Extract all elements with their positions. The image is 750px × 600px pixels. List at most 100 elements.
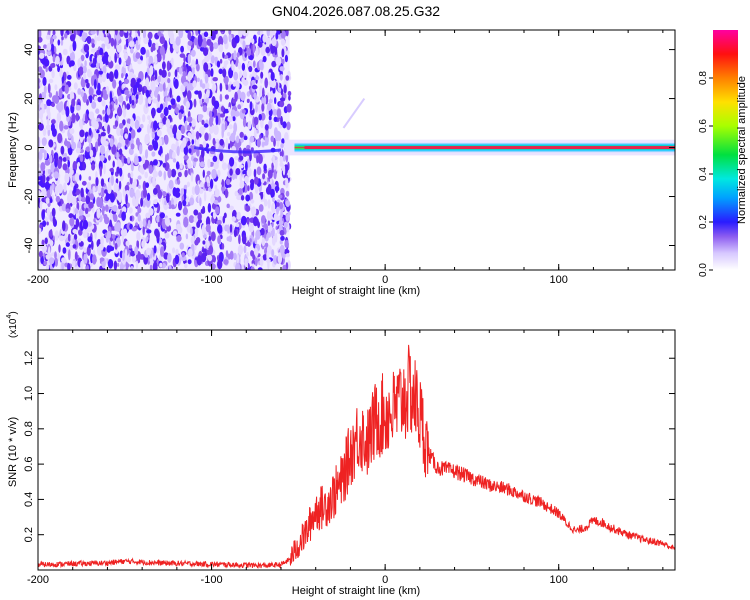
noise-dot bbox=[166, 152, 169, 161]
noise-dot bbox=[235, 262, 241, 270]
noise-dot bbox=[228, 124, 233, 130]
noise-dot bbox=[74, 208, 79, 214]
noise-dot bbox=[213, 162, 219, 170]
noise-dot bbox=[65, 208, 70, 213]
noise-dot bbox=[122, 104, 125, 115]
noise-dot bbox=[245, 161, 248, 172]
noise-dot bbox=[156, 215, 161, 224]
noise-dot bbox=[276, 206, 279, 215]
spectrogram-y-label: Frequency (Hz) bbox=[7, 112, 19, 188]
noise-dot bbox=[124, 30, 128, 33]
noise-dot bbox=[138, 184, 141, 189]
noise-dot bbox=[184, 120, 188, 131]
noise-dot bbox=[100, 236, 104, 246]
noise-dot bbox=[82, 73, 87, 80]
noise-dot bbox=[156, 52, 162, 63]
noise-dot bbox=[99, 145, 106, 155]
noise-dot bbox=[94, 35, 97, 46]
colorbar-tick-label: 0.6 bbox=[698, 119, 709, 133]
noise-dot bbox=[256, 166, 262, 176]
x-tick-label: -200 bbox=[27, 274, 49, 286]
noise-dot bbox=[267, 183, 272, 193]
noise-dot bbox=[233, 50, 237, 61]
noise-dot bbox=[269, 211, 273, 222]
noise-dot bbox=[167, 83, 171, 92]
noise-dot bbox=[97, 96, 102, 103]
snr-multiplier-exp: 4 bbox=[6, 315, 13, 319]
noise-dot bbox=[112, 205, 118, 212]
noise-dot bbox=[187, 132, 192, 137]
noise-dot bbox=[78, 229, 83, 236]
noise-dot bbox=[73, 82, 78, 90]
noise-dot bbox=[217, 224, 223, 234]
noise-dot bbox=[82, 161, 86, 171]
noise-dot bbox=[51, 207, 56, 217]
noise-dot bbox=[46, 51, 52, 56]
noise-dot bbox=[201, 148, 205, 158]
noise-dot bbox=[183, 55, 186, 63]
noise-dot bbox=[212, 137, 216, 146]
noise-dot bbox=[139, 165, 145, 174]
noise-dot bbox=[166, 127, 170, 133]
noise-dot bbox=[60, 60, 63, 66]
noise-dot bbox=[247, 120, 252, 130]
noise-dot bbox=[83, 43, 90, 53]
noise-dot bbox=[146, 229, 152, 234]
noise-dot bbox=[130, 250, 136, 257]
noise-dot bbox=[262, 254, 268, 261]
noise-dot bbox=[141, 155, 146, 165]
noise-dot bbox=[228, 67, 234, 79]
noise-dot bbox=[57, 183, 63, 194]
noise-dot bbox=[159, 36, 166, 45]
noise-dot bbox=[168, 179, 174, 190]
noise-dot bbox=[107, 259, 114, 269]
noise-dot bbox=[41, 239, 45, 246]
noise-dot bbox=[185, 233, 189, 240]
noise-dot bbox=[238, 164, 244, 169]
noise-dot bbox=[57, 252, 60, 262]
noise-dot bbox=[175, 223, 182, 231]
noise-dot bbox=[198, 187, 204, 194]
noise-dot bbox=[85, 207, 89, 214]
noise-dot bbox=[123, 158, 128, 164]
noise-dot bbox=[149, 65, 154, 76]
noise-dot bbox=[286, 103, 292, 113]
noise-dot bbox=[152, 176, 156, 184]
noise-dot bbox=[153, 54, 158, 66]
noise-dot bbox=[129, 96, 132, 105]
noise-dot bbox=[63, 125, 69, 130]
noise-dot bbox=[48, 78, 54, 84]
noise-dot bbox=[183, 145, 189, 155]
noise-dot bbox=[152, 261, 158, 270]
noise-dot bbox=[101, 56, 107, 63]
noise-dot bbox=[41, 188, 47, 197]
noise-dot bbox=[201, 252, 207, 263]
noise-dot bbox=[231, 216, 236, 222]
noise-dot bbox=[51, 119, 56, 125]
noise-dot bbox=[41, 137, 47, 147]
spectrogram-ticks: -200 -100 0 100 40 20 0 -20 -40 bbox=[23, 30, 675, 286]
noise-dot bbox=[197, 218, 202, 224]
noise-dot bbox=[205, 89, 210, 98]
noise-dot bbox=[219, 152, 224, 162]
noise-dot bbox=[212, 77, 218, 82]
noise-dot bbox=[266, 210, 271, 221]
noise-dot bbox=[193, 37, 198, 46]
noise-dot bbox=[275, 56, 282, 66]
noise-dot bbox=[176, 130, 182, 141]
noise-dot bbox=[123, 228, 128, 237]
noise-dot bbox=[213, 42, 219, 50]
noise-dot bbox=[48, 92, 53, 98]
noise-dot bbox=[207, 158, 211, 169]
noise-dot bbox=[96, 196, 101, 208]
noise-dot bbox=[137, 59, 143, 65]
noise-dot bbox=[71, 195, 77, 206]
noise-dot bbox=[119, 30, 124, 37]
noise-dot bbox=[147, 31, 153, 40]
noise-dot bbox=[131, 99, 135, 106]
noise-dot bbox=[149, 264, 153, 270]
noise-dot bbox=[145, 236, 149, 243]
noise-dot bbox=[148, 38, 152, 48]
noise-dot bbox=[286, 121, 291, 131]
noise-dot bbox=[250, 250, 254, 257]
